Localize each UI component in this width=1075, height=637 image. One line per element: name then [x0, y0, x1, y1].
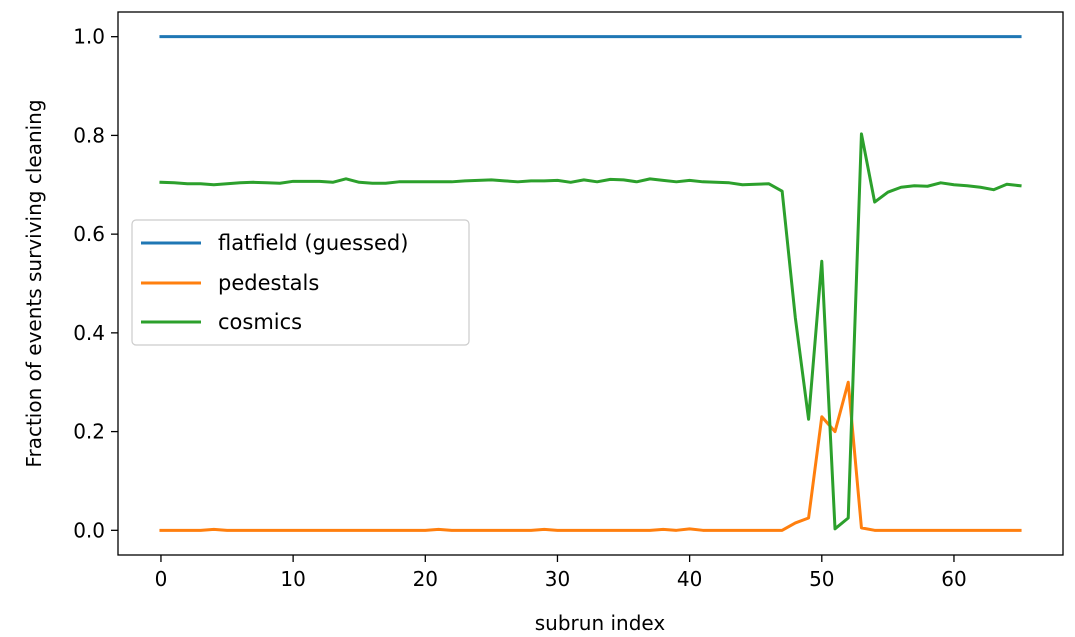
legend-label: flatfield (guessed) — [218, 231, 408, 255]
y-tick-label: 0.0 — [73, 518, 105, 542]
legend: flatfield (guessed) pedestals cosmics — [131, 219, 470, 346]
x-tick-label: 50 — [809, 567, 834, 591]
x-tick-label: 10 — [280, 567, 305, 591]
x-axis-label: subrun index — [535, 611, 666, 635]
series-layer — [159, 35, 1022, 532]
y-tick-label: 1.0 — [73, 25, 105, 49]
x-tick-label: 60 — [941, 567, 966, 591]
x-tick-label: 20 — [413, 567, 438, 591]
y-axis-label: Fraction of events surviving cleaning — [22, 99, 46, 467]
legend-label: cosmics — [218, 310, 302, 334]
y-tick-label: 0.6 — [73, 222, 105, 246]
x-axis: 0 10 20 30 40 50 60 — [155, 555, 967, 591]
series-line-cosmics — [159, 132, 1022, 531]
legend-box — [131, 219, 470, 346]
x-tick-label: 30 — [545, 567, 570, 591]
y-tick-label: 0.8 — [73, 123, 105, 147]
legend-label: pedestals — [218, 271, 319, 295]
series-line-pedestals — [159, 380, 1022, 532]
y-tick-label: 0.4 — [73, 321, 105, 345]
x-tick-label: 40 — [677, 567, 702, 591]
y-axis: 0.0 0.2 0.4 0.6 0.8 1.0 — [73, 25, 118, 542]
x-tick-label: 0 — [155, 567, 168, 591]
axes-frame — [117, 11, 1064, 556]
y-tick-label: 0.2 — [73, 420, 105, 444]
